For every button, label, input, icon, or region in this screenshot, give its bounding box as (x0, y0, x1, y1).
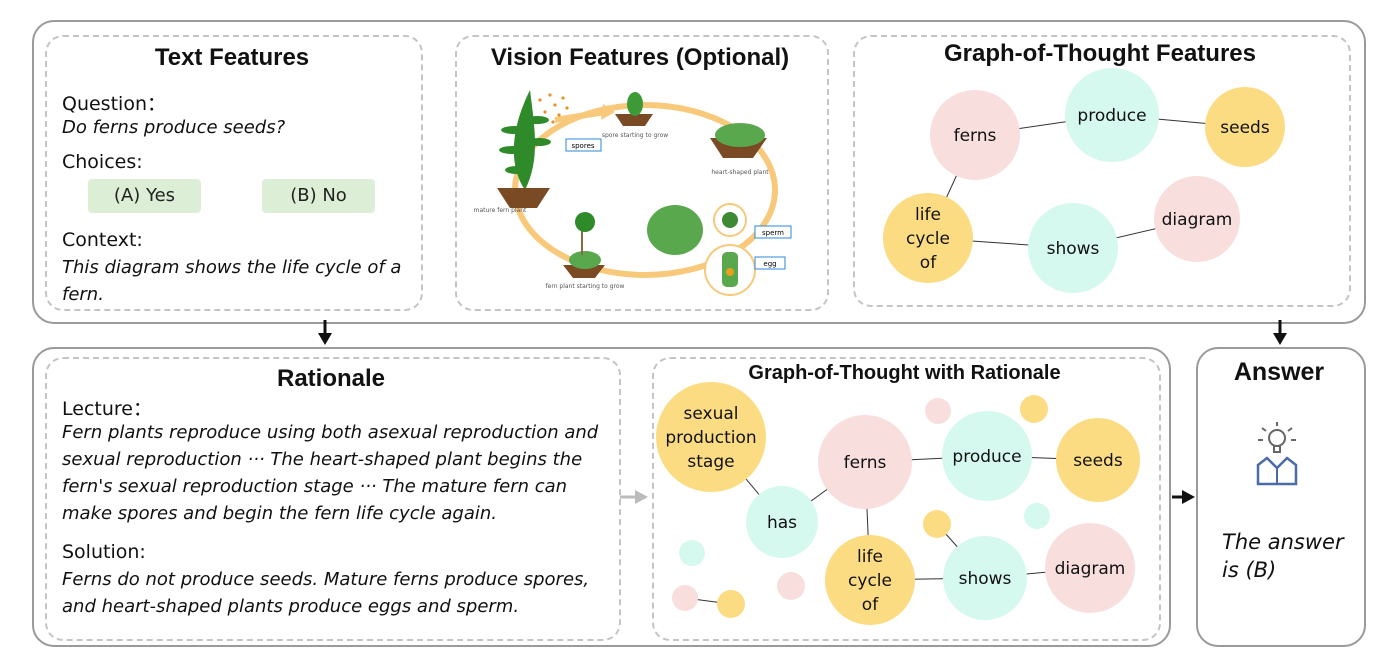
graph-node-life (825, 535, 915, 625)
graph-node-s5 (679, 540, 705, 566)
graph-node-ferns (818, 415, 912, 509)
label-spores: spores (571, 142, 594, 150)
graph-node-label: life cycle of (848, 547, 892, 615)
lightbulb-person-icon (1256, 422, 1298, 486)
choice-b: (B) No (262, 179, 375, 213)
features-panel (32, 20, 1366, 324)
graph-node-life (883, 193, 973, 283)
label-fern-grow: fern plant starting to grow (546, 283, 625, 290)
graph-node-s3 (923, 510, 951, 538)
graph-node-s8 (777, 572, 805, 600)
rationale-panel (32, 347, 1171, 647)
text-features-title: Text Features (154, 44, 310, 71)
graph-node-shows (943, 536, 1027, 620)
graph-node-produce (942, 411, 1032, 501)
graph-node-label: diagram (1162, 210, 1233, 230)
graph-node-label: produce (952, 447, 1021, 467)
solution-label: Solution: (62, 541, 146, 563)
graph-node-shows (1028, 203, 1118, 293)
graph-node-label: seeds (1073, 451, 1123, 471)
solution-text: Ferns do not produce seeds. Mature ferns… (62, 569, 590, 617)
label-mature: mature fern plant (474, 207, 527, 214)
graph-node-sps (656, 382, 766, 492)
got-features-title: Graph-of-Thought Features (944, 40, 1256, 67)
label-heart-shaped: heart-shaped plant (711, 169, 769, 176)
fern-life-cycle-illustration: spores spore starting to grow heart-shap… (474, 90, 792, 296)
graph-node-s6 (672, 585, 698, 611)
label-sperm: sperm (762, 229, 784, 237)
lecture-text: Fern plants reproduce using both asexual… (62, 422, 599, 524)
label-spore-grow: spore starting to grow (602, 132, 668, 139)
question-text: Do ferns produce seeds? (62, 117, 286, 138)
graph-node-produce (1065, 68, 1159, 162)
graph-node-ferns (930, 90, 1020, 180)
graph-node-seeds (1205, 87, 1285, 167)
context-label: Context: (62, 229, 143, 251)
graph-node-label: produce (1077, 106, 1146, 126)
vision-features-box (455, 35, 829, 311)
graph-node-s7 (717, 590, 745, 618)
graph-node-label: shows (959, 569, 1012, 589)
lecture-label: Lecture： (62, 398, 152, 420)
graph-node-label: ferns (954, 126, 997, 146)
label-egg: egg (763, 260, 776, 268)
answer-panel (1196, 347, 1366, 647)
text-features-box (45, 35, 423, 311)
context-text: This diagram shows the life cycle of a f… (62, 257, 402, 305)
got-rationale-box (652, 357, 1161, 641)
answer-title: Answer (1233, 358, 1325, 386)
got-rationale-title: Graph-of-Thought with Rationale (748, 362, 1061, 384)
rationale-box (45, 357, 621, 641)
graph-node-label: life cycle of (906, 205, 950, 273)
graph-node-seeds (1056, 418, 1140, 502)
graph-node-s4 (1024, 503, 1050, 529)
graph-node-label: shows (1047, 239, 1100, 259)
graph-node-has (746, 486, 818, 558)
graph-node-label: has (767, 513, 797, 533)
answer-text: The answer is (B) (1222, 530, 1344, 582)
choices-label: Choices: (62, 151, 143, 173)
graph-node-label: diagram (1055, 559, 1126, 579)
got-features-box (853, 35, 1351, 307)
rationale-title: Rationale (276, 365, 386, 392)
graph-node-s1 (925, 398, 951, 424)
graph-node-label: seeds (1220, 118, 1270, 138)
vision-features-title: Vision Features (Optional) (490, 44, 790, 71)
graph-node-diagram (1154, 176, 1240, 262)
graph-node-s2 (1020, 395, 1048, 423)
graph-node-diagram (1045, 523, 1135, 613)
choice-a: (A) Yes (88, 179, 201, 213)
question-label: Question： (62, 93, 166, 115)
graph-node-label: sexual production stage (665, 404, 756, 472)
graph-node-label: ferns (844, 453, 887, 473)
